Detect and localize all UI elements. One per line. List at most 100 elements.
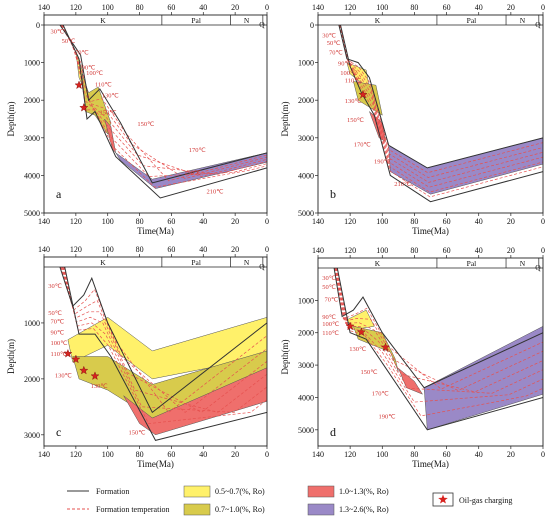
- period-label-Q: Q: [259, 262, 265, 271]
- y-tick-label: 4000: [24, 171, 40, 180]
- temperature-label: 30℃: [322, 32, 337, 39]
- temperature-label: 70℃: [325, 296, 340, 303]
- x-tick-label: 100: [376, 3, 388, 12]
- x-tick-label: 60: [443, 3, 451, 12]
- y-tick-label: 3000: [298, 134, 314, 143]
- x-tick-label-bottom: 60: [167, 217, 175, 226]
- temperature-label: 70℃: [329, 49, 344, 56]
- period-label-Pal: Pal: [191, 16, 201, 25]
- y-tick-label: 2000: [24, 96, 40, 105]
- panel-letter: a: [56, 187, 62, 201]
- x-tick-label: 20: [231, 245, 239, 254]
- x-tick-label-bottom: 100: [376, 450, 388, 459]
- period-label-N: N: [244, 258, 250, 267]
- y-axis-label: Depth(m): [6, 102, 16, 137]
- x-tick-label-bottom: 120: [70, 217, 82, 226]
- period-label-Q: Q: [535, 263, 541, 272]
- x-tick-label: 20: [231, 3, 239, 12]
- y-axis-label: Depth(m): [280, 340, 290, 375]
- y-tick-label: 0: [310, 21, 314, 30]
- x-tick-label-bottom: 80: [410, 217, 418, 226]
- temperature-label: 50℃: [62, 38, 77, 45]
- plot-frame: [43, 14, 268, 214]
- ro-zone-1.3-2.6: [423, 326, 543, 431]
- temperature-label: 90℃: [322, 314, 337, 321]
- x-tick-label-bottom: 60: [167, 450, 175, 459]
- chart-panel-c: 30℃ 50℃ 70℃ 90℃ 100℃ 110℃ 130℃ 130℃ 150℃ K Pal N Q 14…: [6, 245, 269, 469]
- temperature-label: 170℃: [372, 391, 390, 398]
- oil-gas-charging-star: [356, 327, 366, 336]
- formation-line-base: [340, 25, 543, 203]
- temperature-label: 90℃: [338, 61, 353, 68]
- x-tick-label-bottom: 140: [312, 450, 324, 459]
- plot-area: [59, 25, 267, 199]
- temperature-label: 190℃: [379, 414, 397, 421]
- y-tick-label: 4000: [298, 393, 314, 402]
- temperature-line: [339, 25, 543, 183]
- x-tick-label: 100: [376, 246, 388, 255]
- oil-gas-charging-star: [74, 80, 84, 90]
- period-label-K: K: [375, 16, 381, 25]
- y-axis-label: Depth(m): [280, 102, 290, 137]
- y-tick-label: 1000: [24, 319, 40, 328]
- x-tick-label: 80: [410, 246, 418, 255]
- x-tick-label-bottom: 20: [507, 217, 515, 226]
- plot-frame: [317, 257, 544, 447]
- y-axis-label: Depth(m): [6, 339, 16, 374]
- x-tick-label: 120: [344, 246, 356, 255]
- temperature-line: [335, 268, 543, 393]
- period-label-Q: Q: [535, 20, 541, 29]
- x-tick-label-bottom: 80: [136, 450, 144, 459]
- x-axis-label: Time(Ma): [137, 459, 174, 469]
- temperature-line: [60, 267, 267, 413]
- y-tick-label: 2000: [298, 96, 314, 105]
- x-tick-label-bottom: 0: [541, 217, 545, 226]
- temperature-label: 210℃: [207, 188, 225, 195]
- period-label-Q: Q: [259, 20, 265, 29]
- temperature-label: 130℃: [102, 93, 120, 100]
- x-axis-label: Time(Ma): [412, 459, 449, 469]
- temperature-label: 170℃: [189, 147, 207, 154]
- y-tick-label: 1000: [298, 296, 314, 305]
- plot-frame: [43, 256, 268, 447]
- plot-area: [333, 268, 543, 431]
- legend-ro-0.7-1.0-swatch: [183, 503, 211, 516]
- x-tick-label-bottom: 60: [443, 217, 451, 226]
- y-tick-label: 0: [36, 21, 40, 30]
- formation-line-base: [64, 267, 267, 441]
- x-tick-label: 80: [410, 3, 418, 12]
- legend-ro-1.0-1.3-swatch: [307, 485, 335, 498]
- period-label-K: K: [100, 16, 106, 25]
- temperature-line: [61, 25, 267, 175]
- temperature-label: 130℃: [55, 372, 73, 379]
- period-label-N: N: [520, 16, 526, 25]
- x-axis-label: Time(Ma): [137, 226, 174, 236]
- temperature-line: [63, 267, 267, 424]
- formation-line-top: [333, 268, 543, 389]
- x-tick-label-bottom: 40: [475, 450, 483, 459]
- formation-line-base: [62, 25, 267, 199]
- period-label-K: K: [375, 259, 381, 268]
- x-tick-label: 60: [443, 246, 451, 255]
- temperature-label: 50℃: [327, 40, 342, 47]
- oil-gas-charging-star: [79, 365, 89, 375]
- oil-gas-charging-star: [90, 371, 100, 380]
- x-tick-label: 0: [541, 3, 545, 12]
- legend-formation-label: Formation: [96, 487, 129, 496]
- legend-ro-1.3-2.6-swatch: [307, 503, 335, 516]
- y-tick-label: 5000: [298, 209, 314, 218]
- x-tick-label-bottom: 0: [541, 450, 545, 459]
- x-tick-label: 120: [70, 3, 82, 12]
- y-tick-label: 2000: [298, 329, 314, 338]
- x-tick-label: 20: [507, 246, 515, 255]
- temperature-label: 210℃: [394, 181, 412, 188]
- x-tick-label-bottom: 80: [410, 450, 418, 459]
- x-tick-label: 20: [507, 3, 515, 12]
- temperature-line: [339, 25, 543, 188]
- y-tick-label: 3000: [298, 361, 314, 370]
- temperature-line: [336, 268, 543, 403]
- temperature-label: 130℃: [349, 346, 367, 353]
- temperature-label: 90℃: [82, 64, 97, 71]
